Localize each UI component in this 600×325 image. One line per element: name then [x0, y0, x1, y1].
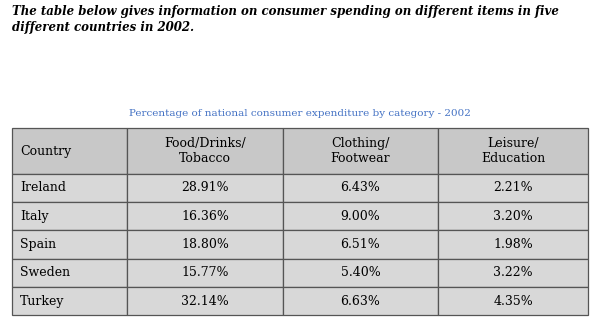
Text: 3.20%: 3.20% [493, 210, 533, 223]
Bar [12, 287, 127, 315]
Bar [283, 174, 438, 202]
Bar [438, 230, 588, 259]
Text: 28.91%: 28.91% [181, 181, 229, 194]
Bar [438, 259, 588, 287]
Text: Country: Country [20, 145, 71, 158]
Bar [283, 287, 438, 315]
Text: 6.43%: 6.43% [341, 181, 380, 194]
Bar [12, 174, 127, 202]
Text: Food/Drinks/
Tobacco: Food/Drinks/ Tobacco [164, 137, 246, 165]
Text: The table below gives information on consumer spending on different items in fiv: The table below gives information on con… [12, 5, 559, 34]
Bar [438, 287, 588, 315]
Bar [283, 128, 438, 174]
Bar [283, 202, 438, 230]
Text: Leisure/
Education: Leisure/ Education [481, 137, 545, 165]
Bar [283, 230, 438, 259]
Bar [12, 202, 127, 230]
Text: 9.00%: 9.00% [341, 210, 380, 223]
Text: Spain: Spain [20, 238, 56, 251]
Text: Clothing/
Footwear: Clothing/ Footwear [331, 137, 390, 165]
Bar [438, 202, 588, 230]
Text: 6.51%: 6.51% [341, 238, 380, 251]
Text: 18.80%: 18.80% [181, 238, 229, 251]
Bar [127, 174, 283, 202]
Bar [127, 128, 283, 174]
Text: 32.14%: 32.14% [181, 294, 229, 307]
Bar [438, 174, 588, 202]
Text: Turkey: Turkey [20, 294, 64, 307]
Text: 15.77%: 15.77% [181, 266, 229, 279]
Bar [127, 259, 283, 287]
Bar [12, 259, 127, 287]
Bar [127, 202, 283, 230]
Bar [127, 230, 283, 259]
Text: 3.22%: 3.22% [493, 266, 533, 279]
Bar [127, 287, 283, 315]
Bar [12, 230, 127, 259]
Text: 2.21%: 2.21% [493, 181, 533, 194]
Text: 4.35%: 4.35% [493, 294, 533, 307]
Bar [12, 128, 127, 174]
Text: Percentage of national consumer expenditure by category - 2002: Percentage of national consumer expendit… [129, 109, 471, 118]
Text: Italy: Italy [20, 210, 49, 223]
Text: 16.36%: 16.36% [181, 210, 229, 223]
Bar [438, 128, 588, 174]
Text: Sweden: Sweden [20, 266, 70, 279]
Text: 1.98%: 1.98% [493, 238, 533, 251]
Bar [283, 259, 438, 287]
Text: 5.40%: 5.40% [341, 266, 380, 279]
Text: Ireland: Ireland [20, 181, 66, 194]
Text: 6.63%: 6.63% [341, 294, 380, 307]
